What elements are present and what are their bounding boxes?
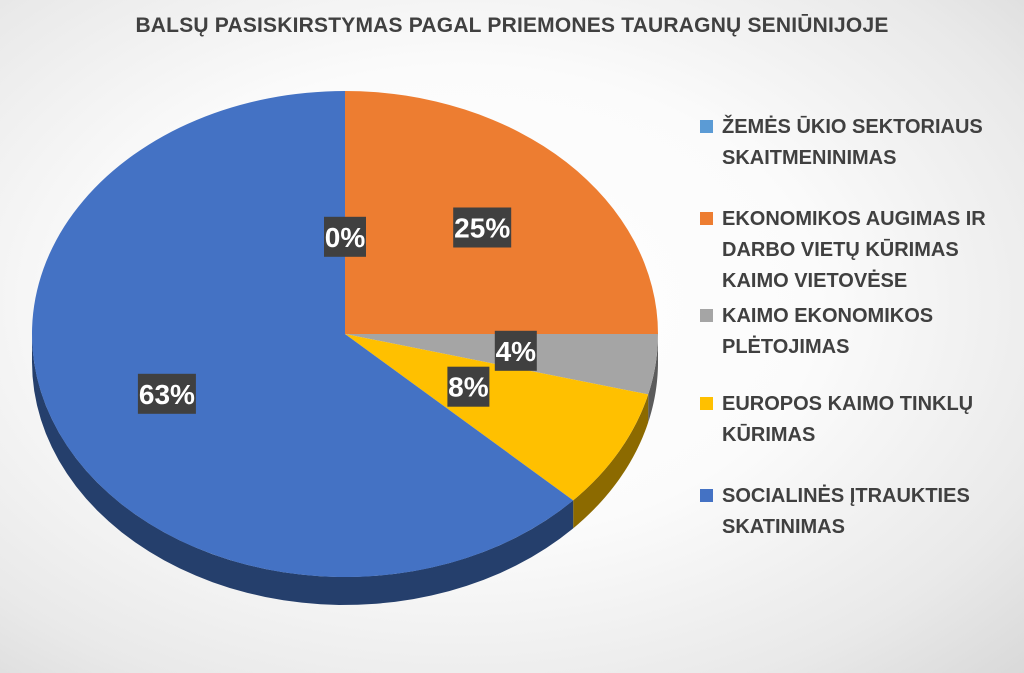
data-label-4: 63% bbox=[137, 373, 196, 414]
data-label-text-0: 0% bbox=[325, 222, 366, 253]
legend-label-3: EUROPOS KAIMO TINKLŲ KŪRIMAS bbox=[722, 393, 974, 446]
slice-side-4 bbox=[32, 334, 574, 605]
data-label-box-4 bbox=[137, 373, 196, 414]
slice-side-2 bbox=[648, 334, 658, 423]
data-label-box-3 bbox=[447, 366, 490, 407]
legend-item-1: EKONOMIKOS AUGIMAS IR DARBO VIETŲ KŪRIMA… bbox=[700, 204, 1020, 297]
legend-swatch-0 bbox=[700, 120, 713, 133]
pie-3d-sides bbox=[32, 334, 658, 605]
legend-label-2: KAIMO EKONOMIKOS PLĖTOJIMAS bbox=[722, 305, 934, 358]
chart-title: BALSŲ PASISKIRSTYMAS PAGAL PRIEMONES TAU… bbox=[135, 14, 889, 37]
data-label-0: 0% bbox=[324, 216, 366, 257]
legend-label-1: EKONOMIKOS AUGIMAS IR DARBO VIETŲ KŪRIMA… bbox=[722, 208, 986, 292]
legend: ŽEMĖS ŪKIO SEKTORIAUS SKAITMENINIMAS EKON… bbox=[700, 112, 1020, 543]
legend-swatch-2 bbox=[700, 309, 713, 322]
legend-item-4: SOCIALINĖS ĮTRAUKTIES SKATINIMAS bbox=[700, 481, 1020, 543]
pie-slices bbox=[31, 91, 658, 577]
pie-data-labels: 0% 25% 4%8% 63% bbox=[137, 207, 537, 414]
data-label-box-1 bbox=[453, 207, 512, 248]
data-label-box-0 bbox=[324, 216, 366, 257]
pie-slice-4 bbox=[31, 91, 574, 577]
legend-item-0: ŽEMĖS ŪKIO SEKTORIAUS SKAITMENINIMAS bbox=[700, 112, 1020, 174]
legend-label-0: ŽEMĖS ŪKIO SEKTORIAUS SKAITMENINIMAS bbox=[722, 116, 983, 169]
legend-label-4: SOCIALINĖS ĮTRAUKTIES SKATINIMAS bbox=[722, 485, 970, 538]
data-label-2: 4% bbox=[494, 330, 537, 371]
legend-swatch-4 bbox=[700, 489, 713, 502]
legend-item-3: EUROPOS KAIMO TINKLŲ KŪRIMAS bbox=[700, 389, 1020, 451]
data-label-text-2: 4% bbox=[496, 336, 537, 367]
data-label-text-1: 25% bbox=[454, 213, 510, 244]
data-label-1: 25% bbox=[453, 207, 512, 248]
slice-side-3 bbox=[573, 394, 649, 529]
data-label-3: 8% bbox=[447, 366, 490, 407]
legend-swatch-3 bbox=[700, 397, 713, 410]
legend-item-2: KAIMO EKONOMIKOS PLĖTOJIMAS bbox=[700, 301, 1020, 363]
legend-swatch-1 bbox=[700, 212, 713, 225]
pie-slice-3 bbox=[345, 334, 649, 501]
pie-chart: 0% 25% 4%8% 63% bbox=[31, 91, 658, 605]
data-label-text-4: 63% bbox=[139, 379, 195, 410]
data-label-box-2 bbox=[494, 330, 537, 371]
data-label-text-3: 8% bbox=[448, 372, 489, 403]
